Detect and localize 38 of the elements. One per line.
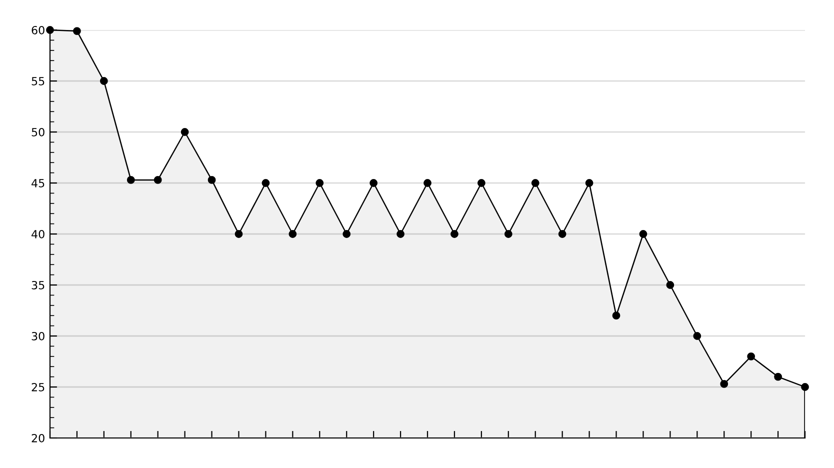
point: [73, 27, 81, 35]
point: [234, 230, 243, 238]
point: [639, 230, 648, 238]
point: [100, 77, 108, 85]
y-tick-label: 30: [32, 332, 44, 340]
y-tick-label: 20: [32, 434, 44, 442]
point: [262, 179, 270, 187]
point: [477, 179, 486, 187]
point: [180, 128, 189, 136]
point: [46, 26, 54, 34]
point: [424, 179, 432, 187]
y-tick-label: 45: [32, 179, 44, 188]
point: [396, 230, 404, 238]
point: [801, 383, 809, 391]
point: [126, 176, 135, 184]
point: [693, 332, 702, 340]
point: [288, 230, 297, 238]
point: [747, 352, 756, 360]
point: [316, 179, 324, 187]
y-tick-label: 25: [32, 382, 44, 392]
point: [774, 372, 782, 381]
y-tick-label: 60: [32, 26, 44, 34]
y-tick-label: 50: [32, 128, 44, 136]
point: [585, 179, 594, 187]
point: [558, 230, 566, 238]
point: [504, 230, 512, 238]
point: [370, 179, 378, 187]
point: [154, 176, 162, 184]
y-tick-label: 55: [32, 77, 44, 86]
point: [342, 230, 351, 238]
point: [450, 230, 458, 238]
point: [720, 380, 728, 388]
point: [666, 281, 674, 289]
y-tick-label: 35: [32, 280, 44, 290]
point: [531, 179, 540, 187]
y-tick-label: 40: [32, 230, 44, 238]
point: [208, 176, 216, 184]
point: [612, 312, 620, 320]
